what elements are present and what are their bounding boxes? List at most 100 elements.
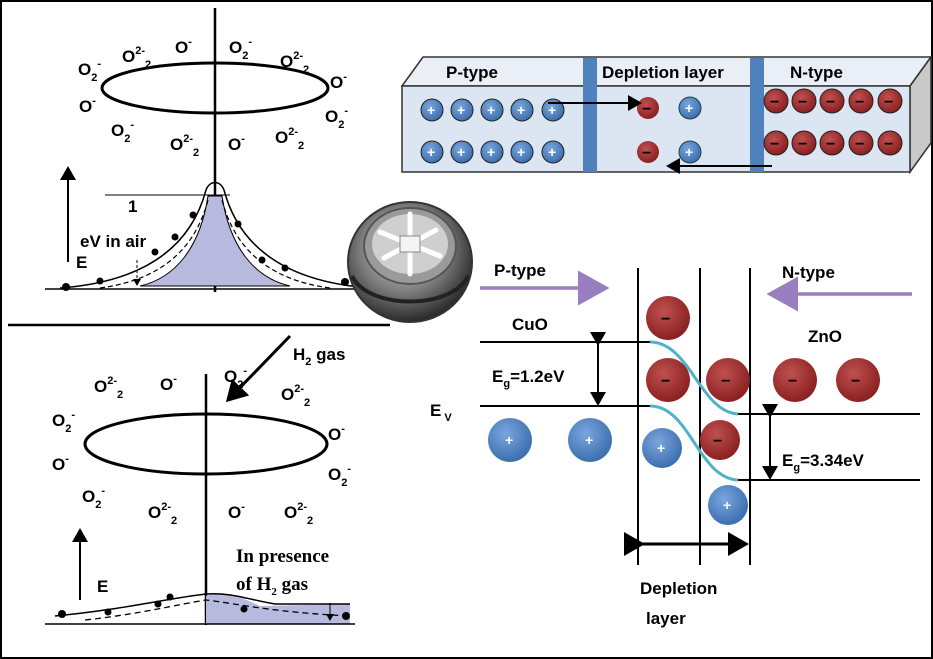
p-hole: + xyxy=(420,140,444,164)
svg-text:+: + xyxy=(585,432,593,448)
block-label-n-type: N-type xyxy=(790,63,843,82)
ion-o-4: O- xyxy=(228,133,245,154)
electron-dot xyxy=(151,248,159,256)
svg-text:+: + xyxy=(548,102,556,118)
svg-text:O2-2: O2-2 xyxy=(94,375,123,401)
electron-carrier: − xyxy=(646,296,690,340)
h2-arrow xyxy=(225,334,292,403)
h2-panel: H2 gas O2-2 O- O2- O2-2 O2- O- O- O2- O2… xyxy=(45,334,355,625)
electron-dot xyxy=(281,264,289,272)
n-electron: − xyxy=(877,130,903,156)
svg-text:O2-2: O2-2 xyxy=(275,126,304,152)
electron-dot xyxy=(104,608,112,616)
hole-carrier: + xyxy=(568,418,612,462)
svg-text:+: + xyxy=(685,144,693,160)
hole-carrier: + xyxy=(488,418,532,462)
label-depletion-layer-1: Depletion xyxy=(640,579,717,598)
ion-o-2: O- xyxy=(330,71,347,92)
depletion-ion-plus xyxy=(678,96,702,120)
electron-carrier: − xyxy=(700,420,740,460)
electron-dot xyxy=(62,283,70,291)
svg-text:−: − xyxy=(826,136,835,153)
svg-text:O2-: O2- xyxy=(111,119,134,145)
n-electron: − xyxy=(848,88,874,114)
depletion-ion-minus xyxy=(637,141,659,163)
ion-o2-5: O2- xyxy=(224,365,247,391)
svg-text:O2-2: O2-2 xyxy=(148,501,177,527)
svg-text:−: − xyxy=(826,94,835,111)
svg-text:+: + xyxy=(457,102,465,118)
svg-text:−: − xyxy=(642,145,651,162)
p-hole: + xyxy=(450,140,474,164)
svg-text:−: − xyxy=(770,136,779,153)
svg-text:O2-2: O2-2 xyxy=(122,45,151,71)
block-label-depletion: Depletion layer xyxy=(602,63,724,82)
svg-text:O-: O- xyxy=(228,501,245,522)
svg-text:+: + xyxy=(457,144,465,160)
svg-text:O2-: O2- xyxy=(78,58,101,84)
label-eg-zno: Eg=3.34eV xyxy=(782,451,865,474)
svg-text:+: + xyxy=(685,100,693,116)
p-hole: + xyxy=(541,140,565,164)
ion-o-3: O- xyxy=(79,95,96,116)
electron-carrier: − xyxy=(646,358,690,402)
svg-text:+: + xyxy=(487,102,495,118)
svg-text:−: − xyxy=(788,373,797,390)
p-hole: + xyxy=(510,140,534,164)
svg-text:O2-: O2- xyxy=(82,485,105,511)
label-presence-line2: of H2 gas xyxy=(236,574,308,598)
label-ev-in-air: eV in air xyxy=(80,232,147,251)
label-zno: ZnO xyxy=(808,327,842,346)
sensor-photo xyxy=(347,201,473,323)
svg-text:+: + xyxy=(505,432,513,448)
svg-text:O-: O- xyxy=(330,71,347,92)
block-divider-right xyxy=(750,58,764,172)
electron-dot xyxy=(258,256,266,264)
electron-dot xyxy=(341,278,349,286)
svg-text:+: + xyxy=(427,144,435,160)
band-bend-lower xyxy=(649,404,739,482)
svg-text:−: − xyxy=(661,311,670,328)
svg-text:O2-2: O2-2 xyxy=(281,383,310,409)
electron-dot xyxy=(240,605,248,613)
ion-o22-3: O2-2 xyxy=(170,133,199,159)
electron-dot xyxy=(189,211,197,219)
electron-carrier: − xyxy=(836,358,880,402)
block-divider-left xyxy=(583,58,597,172)
ion-o22-2: O2-2 xyxy=(280,50,309,76)
ion-o-7: O- xyxy=(52,453,69,474)
label-presence-line1: In presence xyxy=(236,546,329,567)
electron-dot xyxy=(342,612,350,620)
svg-text:+: + xyxy=(548,144,556,160)
hole-carrier: + xyxy=(708,485,748,525)
svg-text:+: + xyxy=(487,144,495,160)
label-barrier-1: 1 xyxy=(128,197,137,216)
ion-o22-7: O2-2 xyxy=(148,501,177,527)
svg-text:O2-2: O2-2 xyxy=(280,50,309,76)
svg-text:−: − xyxy=(798,94,807,111)
ion-o22-4: O2-2 xyxy=(275,126,304,152)
svg-text:O2-: O2- xyxy=(229,36,252,62)
ion-o-6: O- xyxy=(328,423,345,444)
ion-o-5: O- xyxy=(160,373,177,394)
p-holes: + + + + + + + + + + xyxy=(420,98,565,164)
label-energy-h2: E xyxy=(97,577,108,596)
svg-text:O-: O- xyxy=(175,36,192,57)
p-hole: + xyxy=(450,98,474,122)
label-cuo: CuO xyxy=(512,315,548,334)
ion-o2-4: O2- xyxy=(111,119,134,145)
ion-o-8: O- xyxy=(228,501,245,522)
p-hole: + xyxy=(541,98,565,122)
label-depletion-layer-2: layer xyxy=(646,609,686,628)
svg-text:−: − xyxy=(855,136,864,153)
n-electrons: − − − − − − − − − − xyxy=(763,88,903,156)
svg-text:O2-: O2- xyxy=(325,105,348,131)
barrier-shade-h2 xyxy=(206,593,350,624)
svg-text:O-: O- xyxy=(160,373,177,394)
ion-o2-3: O2- xyxy=(325,105,348,131)
p-hole: + xyxy=(420,98,444,122)
p-hole: + xyxy=(480,98,504,122)
